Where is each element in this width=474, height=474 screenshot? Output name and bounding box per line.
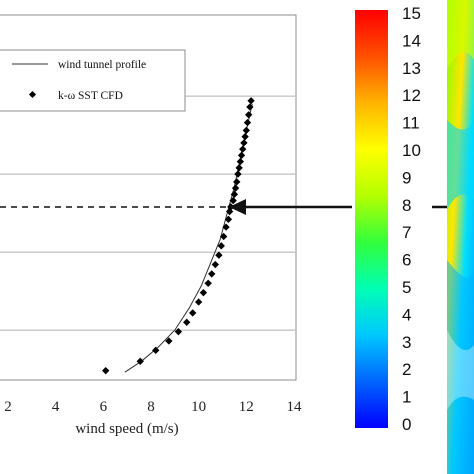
x-tick-label: 6 xyxy=(100,399,108,415)
x-tick-label: 10 xyxy=(191,399,206,415)
cfd-point xyxy=(247,97,255,105)
cfd-point xyxy=(234,170,242,178)
cfd-point xyxy=(246,103,254,111)
colorbar-label: 0 xyxy=(402,415,411,434)
cfd-point xyxy=(239,145,247,153)
x-tick-label: 4 xyxy=(52,399,60,415)
colorbar-label: 4 xyxy=(402,305,411,324)
x-tick-label: 14 xyxy=(286,399,302,415)
x-tick-label: 8 xyxy=(147,399,155,415)
colorbar-label: 8 xyxy=(402,196,411,215)
legend-box xyxy=(0,49,186,112)
colorbar-label: 12 xyxy=(402,86,421,105)
legend-label-marker: k-ω SST CFD xyxy=(58,90,123,102)
cfd-point xyxy=(165,337,173,345)
cfd-point xyxy=(211,260,219,269)
gridlines xyxy=(0,95,295,331)
colorbar-label: 9 xyxy=(402,168,411,187)
cfd-point xyxy=(136,357,144,365)
cfd-point xyxy=(245,111,253,119)
cfd-point xyxy=(189,309,197,317)
colorbar-label: 7 xyxy=(402,223,411,242)
cfd-point xyxy=(204,279,212,287)
legend: wind tunnel profile k-ω SST CFD xyxy=(0,49,186,112)
x-tick-label: 2 xyxy=(4,399,12,415)
cfd-point xyxy=(208,270,216,278)
legend-label-line: wind tunnel profile xyxy=(58,59,146,71)
colorbar-label: 2 xyxy=(402,360,411,379)
x-axis: 2 4 6 8 10 12 14 xyxy=(4,399,302,415)
cfd-point xyxy=(183,318,191,326)
cfd-point xyxy=(224,215,233,223)
colorbar-label: 1 xyxy=(402,388,411,407)
cfd-point xyxy=(222,223,230,231)
cfd-point xyxy=(194,298,203,306)
colorbar xyxy=(355,10,388,428)
cfd-point xyxy=(215,251,223,259)
cfd-point xyxy=(236,157,245,166)
colorbar-label: 15 xyxy=(402,4,421,23)
x-tick-label: 12 xyxy=(239,399,254,415)
cfd-point xyxy=(174,327,183,336)
colorbar-label: 6 xyxy=(402,251,411,270)
cfd-point xyxy=(241,132,249,141)
colorbar-label: 11 xyxy=(402,114,420,133)
x-axis-label: wind speed (m/s) xyxy=(75,421,178,437)
series-cfd-points xyxy=(102,97,255,375)
cfd-point xyxy=(199,288,208,297)
colorbar-label: 3 xyxy=(402,333,411,352)
colorbar-label: 14 xyxy=(402,31,421,50)
contour-field-fragment xyxy=(447,0,474,474)
cfd-point xyxy=(233,178,241,186)
cfd-point xyxy=(243,118,252,127)
pointer-arrowhead xyxy=(229,199,246,215)
colorbar-label: 13 xyxy=(402,59,421,78)
cfd-point xyxy=(240,139,248,147)
colorbar-label: 5 xyxy=(402,278,411,297)
colorbar-label: 10 xyxy=(402,141,421,160)
